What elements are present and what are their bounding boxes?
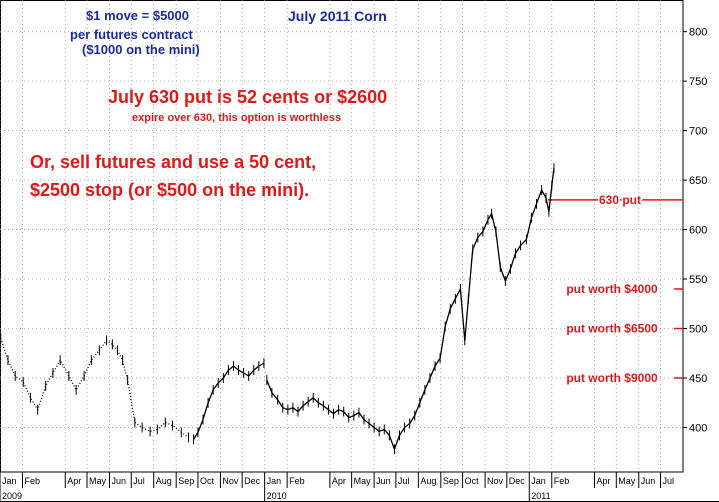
futures-stop-line-1: Or, sell futures and use a 50 cent, bbox=[30, 152, 317, 172]
month-tick-label: Jan bbox=[2, 476, 17, 486]
year-tick-label: 2010 bbox=[267, 491, 287, 501]
y-tick-label: 800 bbox=[689, 27, 707, 39]
month-tick-label: Apr bbox=[67, 476, 81, 486]
month-tick-label: Oct bbox=[200, 476, 215, 486]
contract-value-line-3: ($1000 on the mini) bbox=[82, 42, 200, 57]
y-tick-label: 500 bbox=[689, 324, 707, 336]
month-tick-label: Jun bbox=[641, 476, 656, 486]
month-tick-label: Feb bbox=[289, 476, 305, 486]
month-tick-label: Jun bbox=[111, 476, 126, 486]
month-tick-label: Jul bbox=[133, 476, 145, 486]
month-tick-label: May bbox=[618, 476, 636, 486]
put-expiry-note: expire over 630, this option is worthles… bbox=[132, 112, 342, 124]
month-tick-label: May bbox=[89, 476, 107, 486]
month-tick-label: Sep bbox=[443, 476, 459, 486]
month-tick-label: Jul bbox=[663, 476, 675, 486]
year-tick-label: 2009 bbox=[2, 491, 22, 501]
month-tick-label: Dec bbox=[244, 476, 261, 486]
reference-line-label: put worth $9000 bbox=[566, 371, 658, 385]
month-tick-label: Aug bbox=[420, 476, 436, 486]
month-tick-label: Nov bbox=[487, 476, 504, 486]
month-tick-label: Nov bbox=[222, 476, 239, 486]
month-tick-label: Dec bbox=[509, 476, 526, 486]
y-tick-label: 550 bbox=[689, 274, 707, 286]
price-series-1 bbox=[0, 338, 189, 438]
month-tick-label: Sep bbox=[178, 476, 194, 486]
month-tick-label: Feb bbox=[24, 476, 40, 486]
year-tick-label: 2011 bbox=[531, 491, 550, 501]
month-tick-label: Jan bbox=[531, 476, 546, 486]
month-tick-label: Feb bbox=[554, 476, 570, 486]
month-tick-label: Jul bbox=[398, 476, 410, 486]
y-tick-label: 450 bbox=[689, 373, 707, 385]
futures-stop-line-2: $2500 stop (or $500 on the mini). bbox=[30, 180, 310, 200]
y-tick-label: 750 bbox=[689, 76, 707, 88]
plot-frame bbox=[0, 0, 684, 473]
month-tick-label: Apr bbox=[332, 476, 346, 486]
month-tick-label: May bbox=[354, 476, 372, 486]
month-tick-label: Jun bbox=[376, 476, 391, 486]
put-price-headline: July 630 put is 52 cents or $2600 bbox=[108, 87, 388, 107]
month-tick-label: Jan bbox=[267, 476, 282, 486]
contract-value-line-2: per futures contract bbox=[70, 27, 193, 42]
price-series-3 bbox=[266, 168, 555, 450]
month-tick-label: Apr bbox=[597, 476, 611, 486]
y-tick-label: 400 bbox=[689, 422, 707, 434]
month-tick-label: Aug bbox=[156, 476, 172, 486]
y-tick-label: 600 bbox=[689, 225, 707, 237]
reference-line-label: put worth $6500 bbox=[566, 322, 658, 336]
contract-value-line-1: $1 move = $5000 bbox=[86, 8, 189, 23]
chart-title: July 2011 Corn bbox=[288, 8, 387, 24]
reference-line-label: 630 put bbox=[599, 193, 641, 207]
reference-line-label: put worth $4000 bbox=[566, 282, 658, 296]
y-tick-label: 700 bbox=[689, 126, 707, 138]
month-tick-label: Oct bbox=[465, 476, 480, 486]
y-tick-label: 650 bbox=[689, 175, 707, 187]
